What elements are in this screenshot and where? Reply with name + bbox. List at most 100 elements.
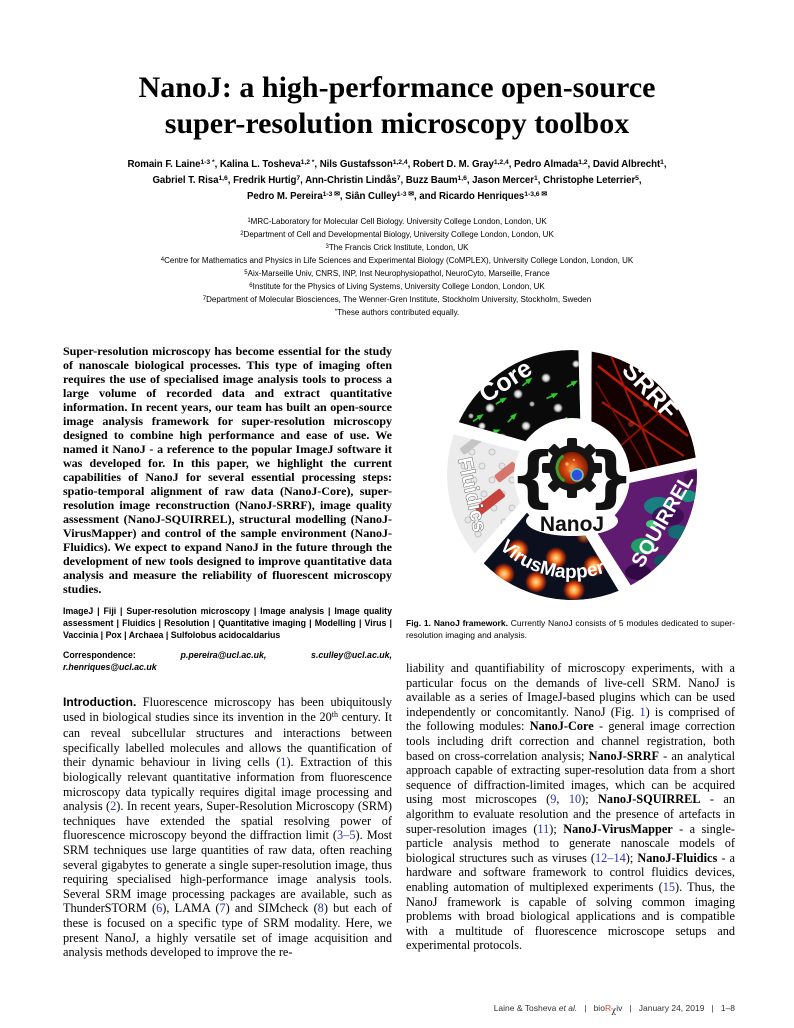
- author-name: Jason Mercer: [472, 175, 534, 186]
- affiliation-sup: 1: [247, 217, 251, 224]
- author-name: Christophe Leterrier: [543, 175, 636, 186]
- text-segment: ), LAMA (: [162, 901, 220, 916]
- author-line: Romain F. Laine1-3 *, Kalina L. Tosheva1…: [127, 159, 667, 170]
- citation-link[interactable]: 6: [156, 901, 163, 916]
- affiliation-sup: 2: [240, 230, 244, 237]
- author-name: Buzz Baum: [405, 175, 458, 186]
- affiliation-sup: 7: [202, 295, 207, 302]
- text-segment: century. It can reveal subcellular struc…: [63, 709, 392, 770]
- author-affiliation-sup: 1: [534, 175, 538, 182]
- affiliation-line: 6Institute for the Physics of Living Sys…: [0, 281, 794, 294]
- text-segment: - an algorithm to evaluate resolution an…: [406, 792, 735, 836]
- author-list: Romain F. Laine1-3 *, Kalina L. Tosheva1…: [0, 157, 794, 205]
- text-segment: iv | January 24, 2019 | 1–8: [616, 1003, 735, 1013]
- text-segment: Correspondence:: [63, 650, 181, 660]
- text-segment: NanoJ-Fluidics: [637, 850, 718, 865]
- citation-link[interactable]: 8: [317, 901, 324, 916]
- author-affiliation-sup: 1,6: [457, 175, 467, 182]
- author-affiliation-sup: 1,2: [578, 159, 588, 166]
- citation-link[interactable]: 1: [639, 704, 646, 719]
- text-segment: ). Extraction of this biologically relev…: [63, 755, 392, 814]
- citation-link[interactable]: 15: [662, 879, 676, 894]
- author-affiliation-sup: 1,2,4: [392, 159, 408, 166]
- correspondence-email[interactable]: s.culley@ucl.ac.uk,: [311, 650, 392, 660]
- nanoj-logo: { }: [510, 438, 635, 536]
- right-column: Core SRRF SQUIRREL Fluidics VirusMapper …: [406, 344, 735, 960]
- text-segment: Fig. 1. NanoJ framework.: [406, 618, 508, 628]
- citation-link[interactable]: 2: [110, 799, 117, 814]
- author-name: Pedro Almada: [514, 159, 579, 170]
- author-affiliation-sup: 1,2,4: [493, 159, 509, 166]
- author-line: Pedro M. Pereira1-3 ✉, Siân Culley1-3 ✉,…: [247, 191, 547, 202]
- correspondence-email[interactable]: r.henriques@ucl.ac.uk: [63, 662, 157, 672]
- affiliation-sup: 6: [249, 282, 253, 289]
- text-segment: - an analytical approach capable of extr…: [406, 748, 735, 807]
- citation-link[interactable]: 7: [219, 901, 226, 916]
- citation-link[interactable]: 11: [537, 821, 550, 836]
- text-segment: - general image correction tools includi…: [406, 719, 735, 763]
- affiliations: 1MRC-Laboratory for Molecular Cell Biolo…: [0, 216, 794, 320]
- gear-icon: [542, 438, 602, 498]
- affiliation-sup: 3: [325, 243, 329, 250]
- affiliation-text: MRC-Laboratory for Molecular Cell Biolog…: [250, 217, 547, 226]
- affiliation-line: 7Department of Molecular Biosciences, Th…: [0, 294, 794, 307]
- figure-1: Core SRRF SQUIRREL Fluidics VirusMapper …: [406, 344, 735, 610]
- affiliation-text: These authors contributed equally.: [337, 308, 460, 317]
- author-affiliation-sup: 1: [660, 159, 664, 166]
- affiliation-text: Aix-Marseille Univ, CNRS, INP, Inst Neur…: [247, 269, 550, 278]
- text-segment: [266, 650, 311, 660]
- figure-caption: Fig. 1. NanoJ framework. Currently NanoJ…: [406, 617, 735, 641]
- title-line-2: super-resolution microscopy toolbox: [164, 107, 630, 140]
- text-segment: - a single-particle analysis method to g…: [406, 821, 735, 865]
- text-segment: );: [549, 821, 564, 836]
- author-name: Nils Gustafsson: [319, 159, 393, 170]
- author-name: Pedro M. Pereira: [247, 191, 323, 202]
- text-segment: Fluorescence microscopy has been ubiquit…: [63, 695, 392, 724]
- citation-link[interactable]: 9: [550, 792, 557, 807]
- affiliation-line: 5Aix-Marseille Univ, CNRS, INP, Inst Neu…: [0, 268, 794, 281]
- affiliation-text: Centre for Mathematics and Physics in Li…: [164, 256, 634, 265]
- title-line-1: NanoJ: a high-performance open-source: [138, 71, 656, 104]
- affiliation-text: Institute for the Physics of Living Syst…: [252, 282, 545, 291]
- abstract: Super-resolution microscopy has become e…: [63, 344, 392, 596]
- two-column-body: Super-resolution microscopy has become e…: [63, 344, 735, 960]
- author-name: Fredrik Hurtig: [233, 175, 297, 186]
- author-affiliation-sup: 1-3 ✉: [396, 191, 414, 198]
- introduction-paragraph: Introduction. Fluorescence microscopy ha…: [63, 695, 392, 960]
- text-segment: - a hardware and software framework to c…: [406, 850, 735, 894]
- text-segment: ) but each of these is focused on a spec…: [63, 901, 392, 960]
- author-affiliation-sup: 1-3,6 ✉: [524, 191, 547, 198]
- text-segment: ). Most SRM techniques use large quantit…: [63, 828, 393, 916]
- affiliation-sup: 4: [160, 256, 165, 263]
- citation-link[interactable]: 12–14: [595, 850, 626, 865]
- text-segment: Laine & Tosheva: [493, 1003, 559, 1013]
- author-name: Gabriel T. Risa: [152, 175, 219, 186]
- author-name: Romain F. Laine: [127, 159, 201, 170]
- text-segment: et al.: [558, 1003, 578, 1013]
- correspondence-email[interactable]: p.pereira@ucl.ac.uk,: [180, 650, 267, 660]
- text-segment: ). Thus, the NanoJ framework is capable …: [406, 879, 735, 953]
- author-affiliation-sup: 7: [296, 175, 301, 182]
- text-segment: NanoJ-VirusMapper: [563, 821, 673, 836]
- text-segment: liability and quantifiability of microsc…: [406, 661, 735, 719]
- text-segment: χ: [611, 1005, 617, 1016]
- text-segment: ) and SIMcheck (: [225, 901, 318, 916]
- left-column: Super-resolution microscopy has become e…: [63, 344, 392, 960]
- affiliation-text: Department of Molecular Biosciences, The…: [206, 295, 592, 304]
- author-name: Ann-Christin Lindås: [305, 175, 397, 186]
- citation-link[interactable]: 3–5: [337, 828, 356, 843]
- author-affiliation-sup: 5: [635, 175, 639, 182]
- author-name: Kalina L. Tosheva: [219, 159, 301, 170]
- author-name: and Ricardo Henriques: [419, 191, 525, 202]
- citation-link[interactable]: 10: [568, 792, 582, 807]
- text-segment: ). In recent years, Super-Resolution Mic…: [63, 799, 392, 843]
- text-segment: th: [331, 709, 338, 719]
- affiliation-text: Department of Cell and Developmental Bio…: [243, 230, 554, 239]
- author-affiliation-sup: 7: [396, 175, 401, 182]
- citation-link[interactable]: 1: [280, 755, 287, 770]
- author-name: Robert D. M. Gray: [412, 159, 494, 170]
- affiliation-line: 3The Francis Crick Institute, London, UK: [0, 242, 794, 255]
- text-segment: Currently NanoJ consists of 5 modules de…: [406, 618, 735, 640]
- text-segment: R: [604, 1003, 612, 1013]
